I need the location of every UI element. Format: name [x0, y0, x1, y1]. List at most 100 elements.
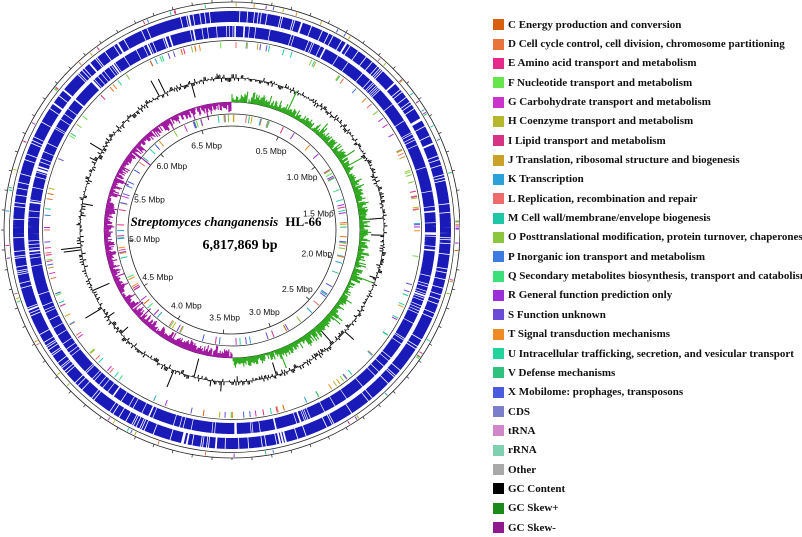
legend-label: CDS [508, 406, 530, 418]
position-tick [144, 284, 147, 286]
legend-label: G Carbohydrate transport and metabolism [508, 96, 711, 108]
outer-tick [310, 444, 311, 447]
legend-item: CDS [493, 402, 802, 421]
legend-item: O Posttranslational modification, protei… [493, 228, 802, 247]
outer-tick [153, 13, 154, 16]
position-tick-label: 4.5 Mbp [142, 272, 173, 282]
outer-tick [393, 67, 395, 69]
outer-tick [32, 344, 35, 346]
legend-item: GC Content [493, 479, 802, 498]
legend-swatch [493, 97, 504, 108]
legend-item: K Transcription [493, 170, 802, 189]
legend-label: GC Content [508, 483, 565, 495]
outer-tick [5, 190, 8, 191]
legend-swatch [493, 77, 504, 88]
outer-tick [100, 41, 102, 43]
outer-tick [429, 344, 432, 346]
legend-swatch [493, 503, 504, 514]
outer-tick [407, 377, 409, 379]
legend-swatch [493, 367, 504, 378]
legend-item: T Signal transduction mechanisms [493, 325, 802, 344]
legend-label: F Nucleotide transport and metabolism [508, 77, 692, 89]
legend-item: P Inorganic ion transport and metabolism [493, 247, 802, 266]
legend-swatch [493, 522, 504, 533]
position-tick-label: 2.5 Mbp [282, 284, 313, 294]
legend-item: D Cell cycle control, cell division, chr… [493, 34, 802, 53]
legend-item: X Mobilome: prophages, transposons [493, 383, 802, 402]
outer-tick [328, 437, 329, 440]
legend-item: rRNA [493, 441, 802, 460]
outer-tick [429, 115, 432, 117]
legend-swatch [493, 232, 504, 243]
outer-tick [43, 361, 45, 363]
outer-tick [457, 270, 460, 271]
gc-skew-positive-track [232, 91, 373, 368]
legend-swatch [493, 213, 504, 224]
legend-item: M Cell wall/membrane/envelope biogenesis [493, 208, 802, 227]
outer-tick [15, 151, 18, 152]
legend-swatch [493, 174, 504, 185]
legend-label: rRNA [508, 444, 537, 456]
outer-tick [419, 98, 421, 100]
legend-swatch [493, 19, 504, 30]
outer-tick [55, 82, 57, 84]
outer-tick [457, 190, 460, 191]
outer-tick [134, 21, 135, 24]
legend-swatch [493, 425, 504, 436]
outer-tick [117, 30, 119, 33]
legend-swatch [493, 271, 504, 282]
position-tick [202, 130, 203, 134]
outer-tick [32, 115, 35, 117]
outer-tick [346, 30, 348, 33]
position-tick [306, 297, 309, 300]
legend-label: D Cell cycle control, cell division, chr… [508, 38, 785, 50]
species-name-italic: Streptomyces changanensis [130, 214, 278, 229]
outer-tick [310, 13, 311, 16]
outer-tick [84, 53, 86, 55]
legend-label: I Lipid transport and metabolism [508, 135, 666, 147]
outer-tick [272, 455, 273, 458]
legend-label: P Inorganic ion transport and metabolism [508, 251, 705, 263]
legend-swatch [493, 309, 504, 320]
legend-item: I Lipid transport and metabolism [493, 131, 802, 150]
position-tick [269, 323, 270, 327]
cds-reverse-ring [28, 26, 436, 434]
outer-tick [379, 405, 381, 407]
outer-tick [5, 270, 8, 271]
outer-tick [23, 132, 26, 133]
outer-tick [43, 98, 45, 100]
outer-tick [69, 391, 71, 393]
legend-swatch [493, 483, 504, 494]
position-tick-label: 0.5 Mbp [256, 146, 287, 156]
legend-item: R General function prediction only [493, 286, 802, 305]
outer-tick [291, 450, 292, 453]
outer-tick [379, 53, 381, 55]
legend-label: K Transcription [508, 173, 584, 185]
outer-tick [328, 21, 329, 24]
legend-swatch [493, 155, 504, 166]
outer-tick [346, 427, 348, 430]
strain-name: HL-66 [285, 214, 322, 229]
position-tick [178, 316, 180, 319]
legend-swatch [493, 193, 504, 204]
cog-outer-marks [6, 3, 459, 457]
outer-tick [23, 326, 26, 327]
legend-swatch [493, 251, 504, 262]
legend-swatch [493, 348, 504, 359]
legend-item: GC Skew- [493, 518, 802, 537]
legend-label: O Posttranslational modification, protei… [508, 231, 802, 243]
position-tick [312, 167, 315, 169]
legend-swatch [493, 406, 504, 417]
species-name: Streptomyces changanensis HL-66 [130, 214, 322, 229]
position-tick-label: 5.5 Mbp [134, 194, 165, 204]
outer-tick [363, 417, 365, 419]
legend-item: Other [493, 460, 802, 479]
legend-label: GC Skew+ [508, 502, 559, 514]
outer-tick [15, 308, 18, 309]
outer-tick [84, 405, 86, 407]
outer-tick [100, 417, 102, 419]
outer-tick [363, 41, 365, 43]
outer-tick [439, 326, 442, 327]
